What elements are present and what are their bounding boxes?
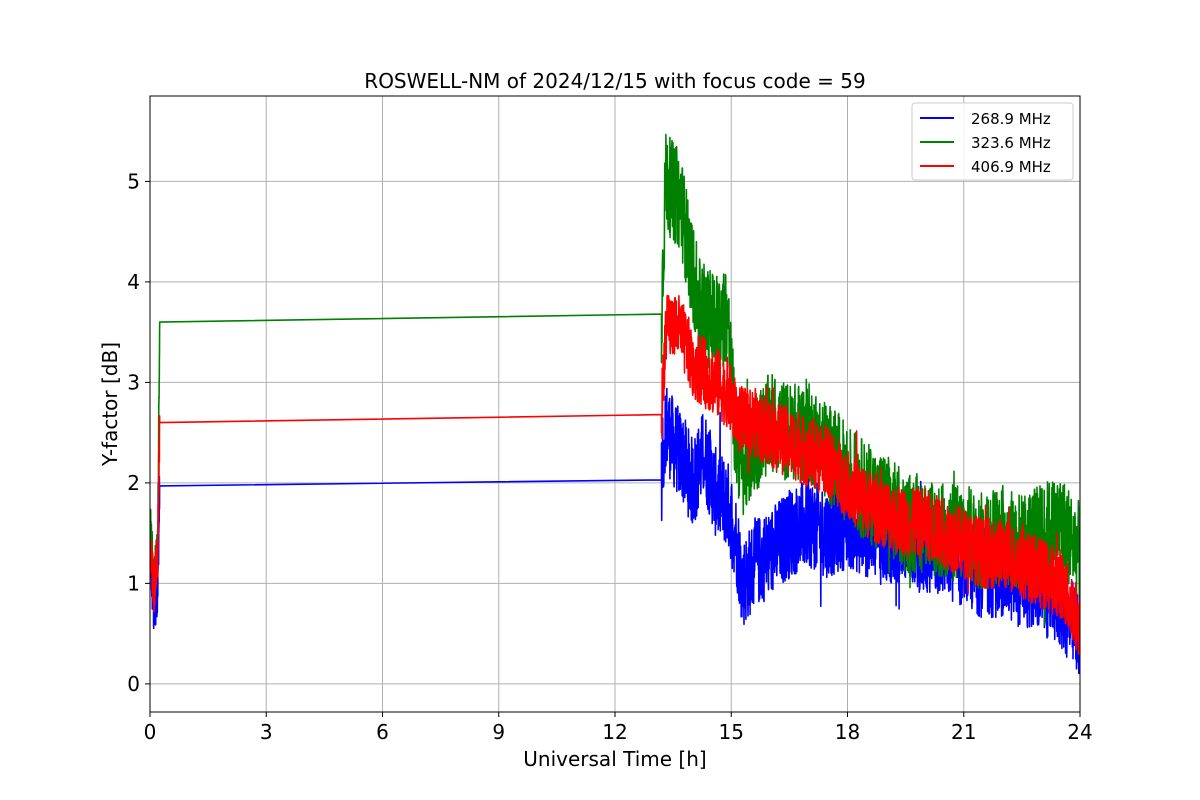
x-tick-label: 3 bbox=[260, 720, 273, 744]
y-tick-label: 4 bbox=[127, 270, 140, 294]
legend-label: 268.9 MHz bbox=[971, 110, 1051, 128]
x-tick-label: 6 bbox=[376, 720, 389, 744]
plot-area bbox=[150, 133, 1080, 675]
x-tick-label: 18 bbox=[835, 720, 860, 744]
legend-box bbox=[911, 102, 1074, 181]
y-tick-label: 0 bbox=[127, 672, 140, 696]
x-tick-label: 12 bbox=[602, 720, 627, 744]
chart-title: ROSWELL-NM of 2024/12/15 with focus code… bbox=[364, 69, 865, 93]
y-tick-label: 2 bbox=[127, 471, 140, 495]
y-axis-title: Y-factor [dB] bbox=[98, 342, 122, 467]
x-axis-title: Universal Time [h] bbox=[523, 747, 706, 771]
y-tick-label: 3 bbox=[127, 370, 140, 394]
y-tick-label: 1 bbox=[127, 571, 140, 595]
legend: 268.9 MHz 323.6 MHz 406.9 MHz bbox=[911, 102, 1074, 181]
legend-label: 406.9 MHz bbox=[971, 158, 1051, 176]
x-tick-label: 9 bbox=[492, 720, 505, 744]
y-tick-label: 5 bbox=[127, 169, 140, 193]
x-tick-label: 0 bbox=[144, 720, 157, 744]
legend-label: 323.6 MHz bbox=[971, 134, 1051, 152]
series-line-406-9-mhz bbox=[150, 294, 1080, 655]
x-tick-label: 24 bbox=[1067, 720, 1092, 744]
x-tick-label: 15 bbox=[719, 720, 744, 744]
x-tick-label: 21 bbox=[951, 720, 976, 744]
